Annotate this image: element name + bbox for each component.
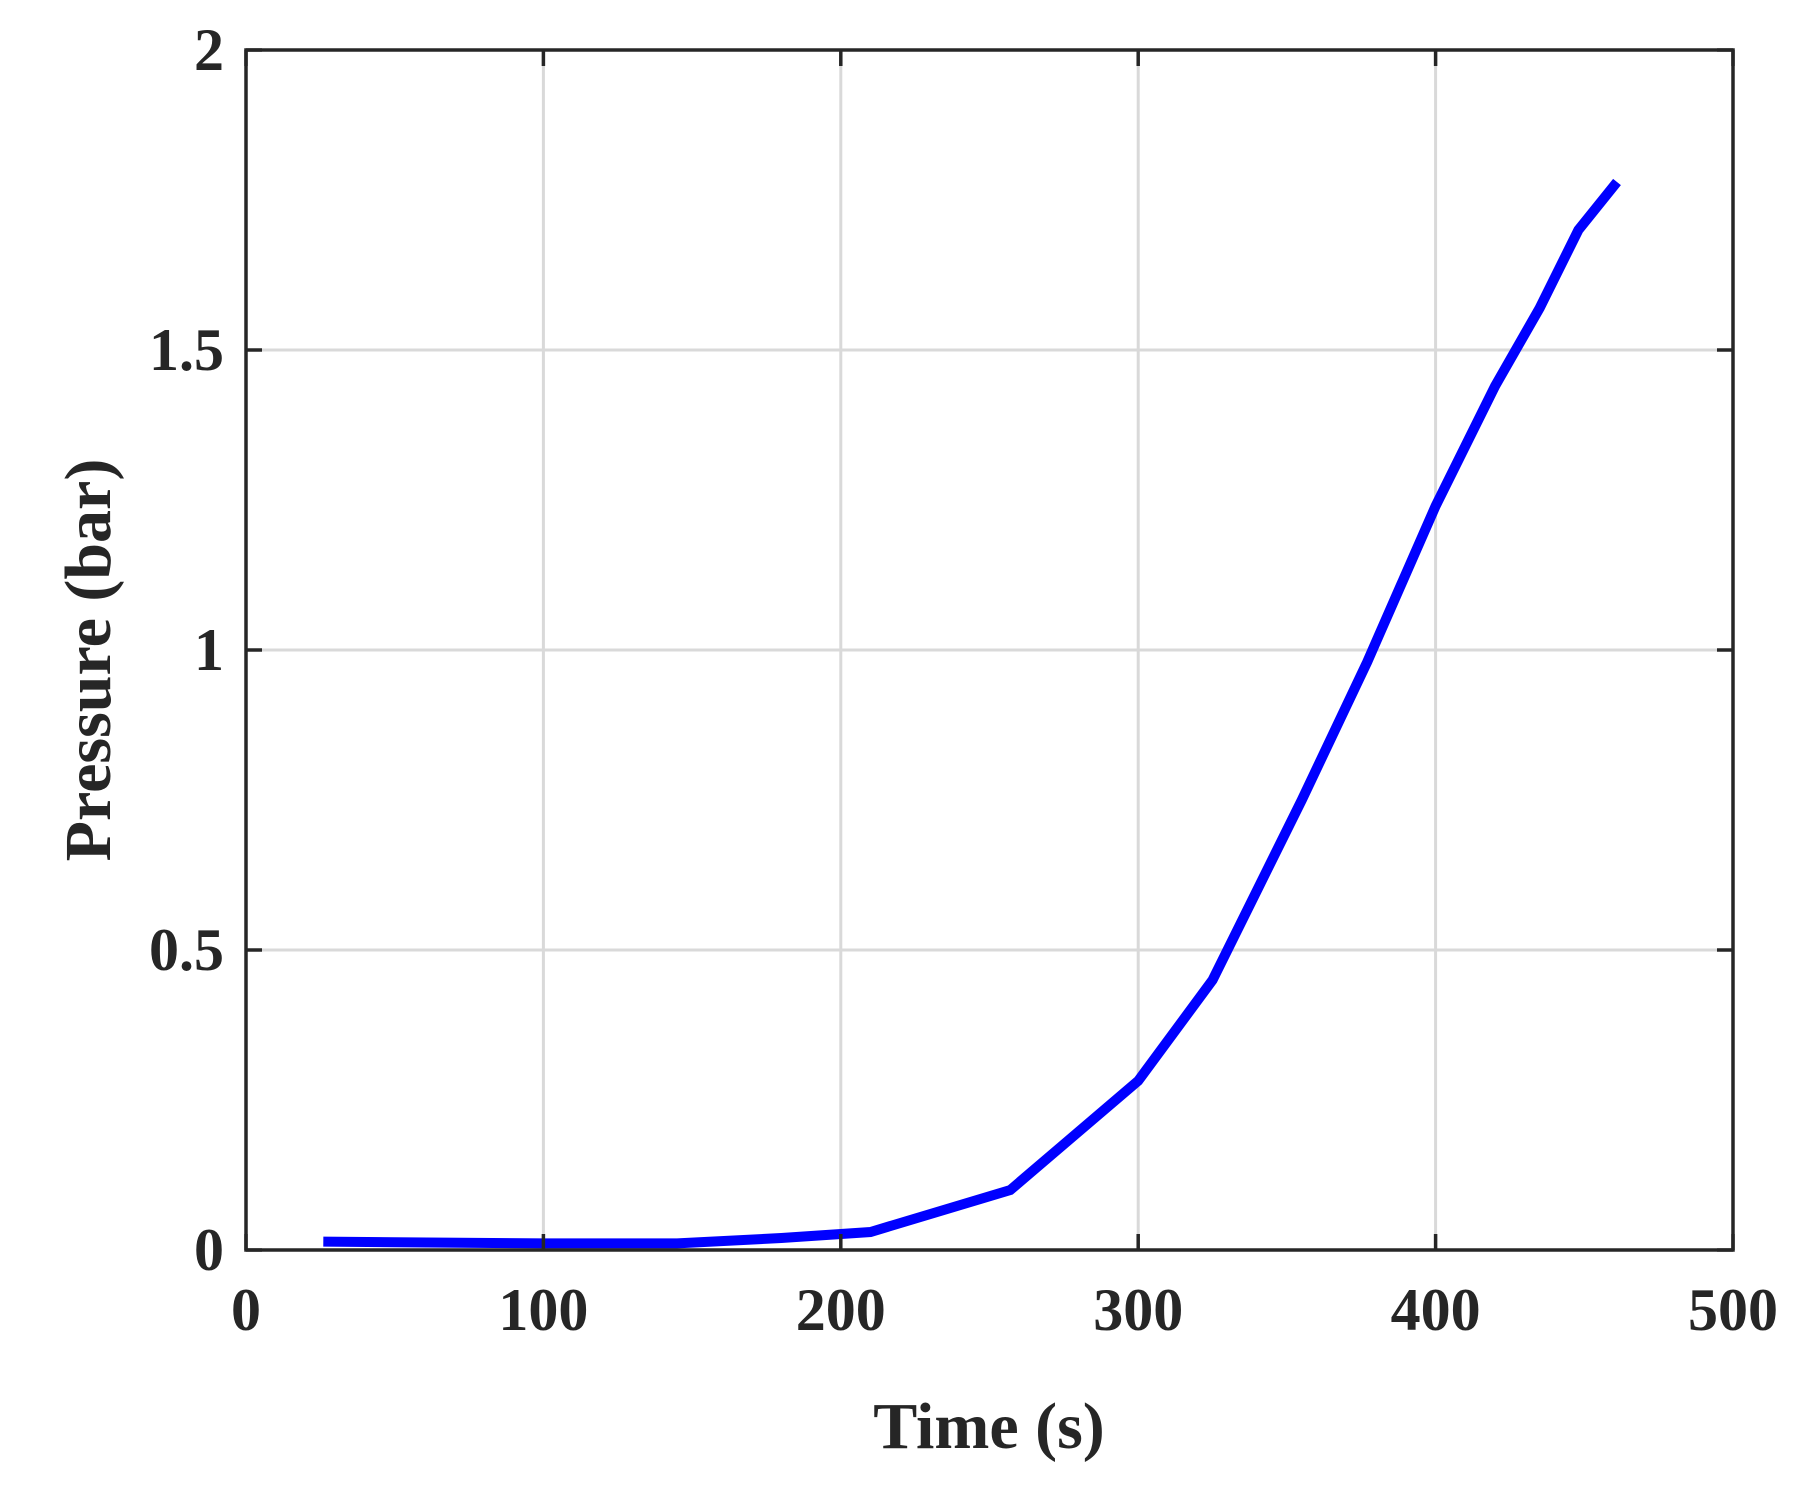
axes <box>244 48 1735 1252</box>
y-tick-label-0: 0 <box>194 1217 224 1283</box>
series-layer <box>323 178 1621 1249</box>
x-tick-label-2: 200 <box>796 1277 886 1343</box>
x-tick-label-3: 300 <box>1093 1277 1183 1343</box>
y-tick-label-1: 0.5 <box>149 917 224 983</box>
y-axis-label: Pressure (bar) <box>52 459 125 862</box>
x-axis-label: Time (s) <box>873 1390 1105 1463</box>
y-tick-label-3: 1.5 <box>149 317 224 383</box>
x-tick-label-5: 500 <box>1688 1277 1778 1343</box>
x-tick-label-0: 0 <box>231 1277 261 1343</box>
tick-labels: 0 100 200 300 400 500 0 0.5 1 1.5 2 <box>149 17 1778 1343</box>
series-line-0 <box>323 178 1621 1249</box>
y-tick-label-4: 2 <box>194 17 224 83</box>
y-tick-label-2: 1 <box>194 617 224 683</box>
x-tick-label-4: 400 <box>1391 1277 1481 1343</box>
grid <box>246 50 1733 1250</box>
x-tick-label-1: 100 <box>498 1277 588 1343</box>
